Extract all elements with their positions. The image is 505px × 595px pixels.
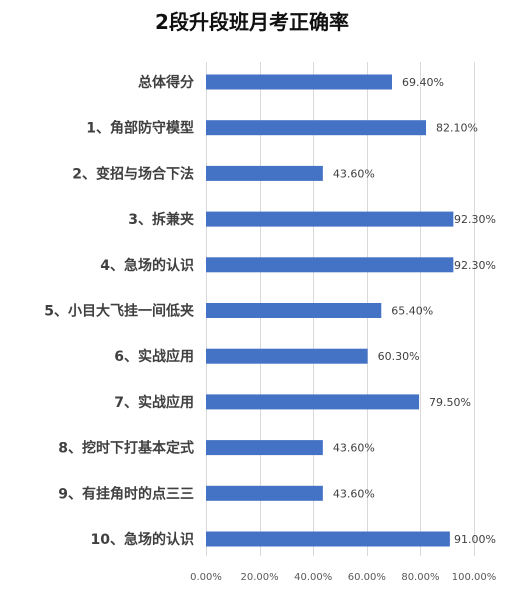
data-label: 82.10% xyxy=(436,122,478,135)
bar xyxy=(206,440,323,456)
bar xyxy=(206,120,427,136)
bar xyxy=(206,394,420,410)
category-label: 5、小目大飞挂一间低夹 xyxy=(44,303,194,320)
data-label: 92.30% xyxy=(454,213,496,226)
bar xyxy=(206,74,392,90)
data-label: 60.30% xyxy=(378,350,420,363)
category-label: 10、急场的认识 xyxy=(91,531,194,548)
bar xyxy=(206,303,382,318)
data-label: 43.60% xyxy=(333,487,375,500)
data-label: 43.60% xyxy=(333,167,375,180)
category-label: 4、急场的认识 xyxy=(100,257,194,274)
category-label: 6、实战应用 xyxy=(114,348,194,365)
category-label: 9、有挂角时的点三三 xyxy=(58,485,194,502)
x-tick-label: 40.00% xyxy=(294,572,332,583)
bar xyxy=(206,531,450,547)
data-label: 65.40% xyxy=(391,305,433,318)
bar xyxy=(206,257,454,273)
category-label: 3、拆兼夹 xyxy=(128,211,194,228)
x-tick-label: 60.00% xyxy=(348,572,386,583)
category-label: 2、变招与场合下法 xyxy=(72,165,194,182)
data-label: 79.50% xyxy=(429,396,471,409)
bar xyxy=(206,211,454,227)
chart-title: 2段升段班月考正确率 xyxy=(155,10,349,34)
bars xyxy=(206,74,454,547)
data-label: 43.60% xyxy=(333,442,375,455)
category-labels: 总体得分 1、角部防守模型 2、变招与场合下法 3、拆兼夹 4、急场的认识 5、小目大飞挂… xyxy=(44,74,194,548)
data-label: 69.40% xyxy=(402,76,444,89)
data-label: 92.30% xyxy=(454,259,496,272)
x-tick-label: 100.00% xyxy=(452,572,497,583)
x-axis-tick-labels: 0.00% 20.00% 40.00% 60.00% 80.00% 100.00% xyxy=(190,572,496,583)
category-label: 8、挖时下打基本定式 xyxy=(58,440,194,457)
category-label: 1、角部防守模型 xyxy=(86,120,194,137)
category-label: 7、实战应用 xyxy=(114,394,194,411)
x-tick-label: 80.00% xyxy=(401,572,439,583)
x-tick-label: 20.00% xyxy=(241,572,279,583)
x-tick-label: 0.00% xyxy=(190,572,222,583)
data-labels: 69.40% 82.10% 43.60% 92.30% 92.30% 65.40% 60.3… xyxy=(333,76,496,546)
bar xyxy=(206,348,368,364)
data-label: 91.00% xyxy=(454,533,496,546)
category-label: 总体得分 xyxy=(138,74,194,91)
bar xyxy=(206,165,323,181)
bar xyxy=(206,485,323,501)
